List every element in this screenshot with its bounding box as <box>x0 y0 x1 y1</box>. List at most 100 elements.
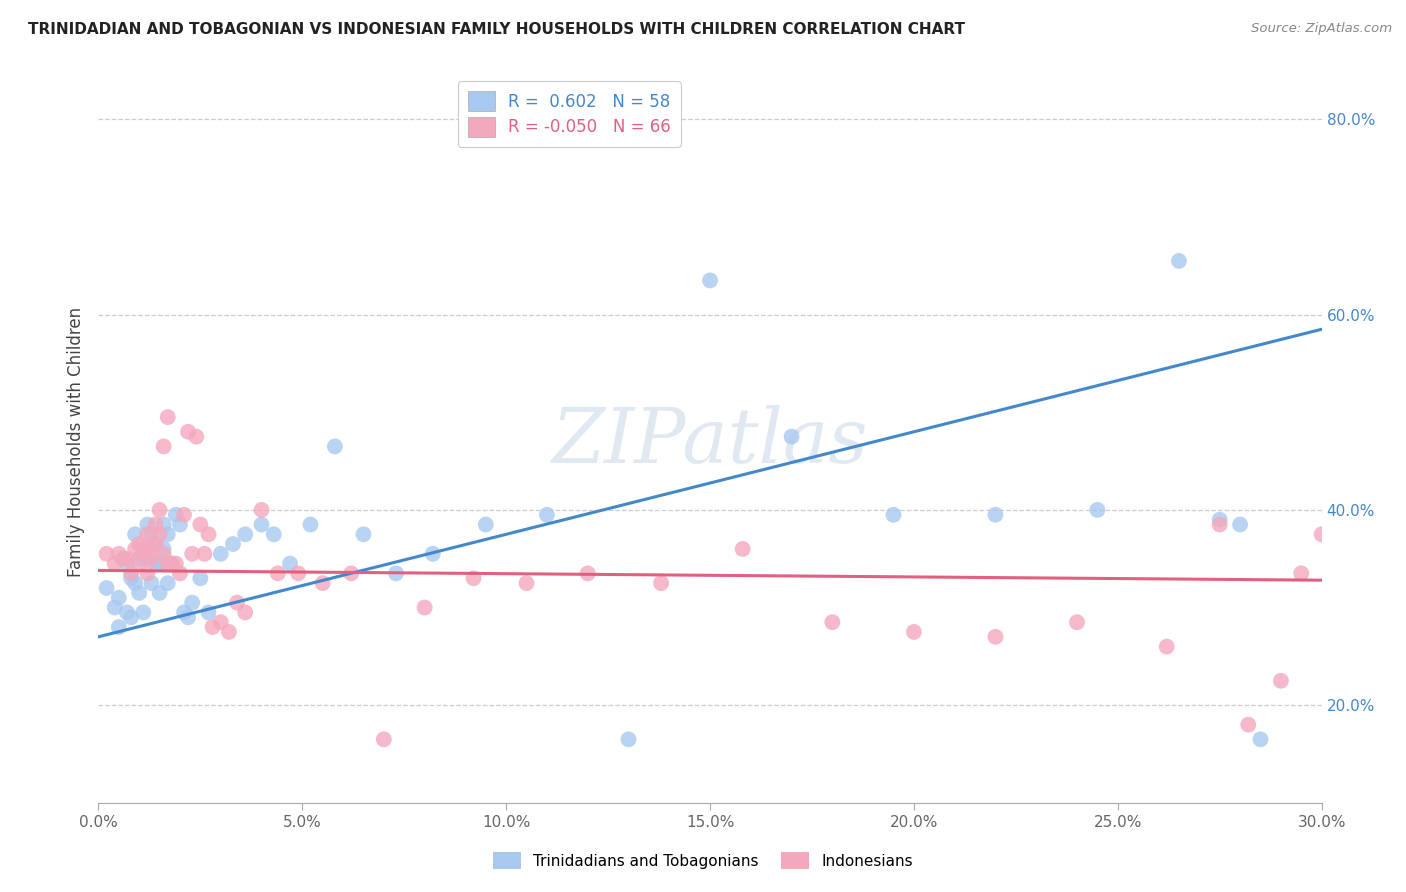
Point <box>312 576 335 591</box>
Point <box>699 273 721 287</box>
Text: TRINIDADIAN AND TOBAGONIAN VS INDONESIAN FAMILY HOUSEHOLDS WITH CHILDREN CORRELA: TRINIDADIAN AND TOBAGONIAN VS INDONESIAN… <box>28 22 965 37</box>
Point <box>197 606 219 620</box>
Point <box>1249 732 1271 747</box>
Point <box>385 566 408 581</box>
Y-axis label: Family Households with Children: Family Households with Children <box>66 307 84 576</box>
Point <box>1310 527 1333 541</box>
Point <box>108 620 131 634</box>
Point <box>145 537 167 551</box>
Point <box>169 517 191 532</box>
Point <box>152 439 174 453</box>
Point <box>1343 723 1365 737</box>
Point <box>177 425 200 439</box>
Point <box>287 566 309 581</box>
Point <box>193 547 215 561</box>
Point <box>111 551 134 566</box>
Point <box>141 541 163 556</box>
Point <box>1085 503 1108 517</box>
Point <box>250 503 273 517</box>
Point <box>250 517 273 532</box>
Point <box>96 547 118 561</box>
Point <box>1167 253 1189 268</box>
Point <box>352 527 374 541</box>
Point <box>115 551 138 566</box>
Point <box>188 571 212 585</box>
Point <box>1384 557 1406 571</box>
Point <box>177 610 200 624</box>
Point <box>186 430 208 444</box>
Point <box>136 517 159 532</box>
Point <box>160 557 183 571</box>
Point <box>149 527 172 541</box>
Point <box>120 566 142 581</box>
Point <box>576 566 599 581</box>
Point <box>145 517 167 532</box>
Point <box>201 620 224 634</box>
Point <box>263 527 285 541</box>
Point <box>463 571 485 585</box>
Point <box>1360 630 1382 644</box>
Point <box>1331 454 1354 468</box>
Point <box>124 527 146 541</box>
Point <box>1270 673 1292 688</box>
Point <box>165 557 187 571</box>
Text: Source: ZipAtlas.com: Source: ZipAtlas.com <box>1251 22 1392 36</box>
Point <box>650 576 672 591</box>
Point <box>136 551 159 566</box>
Point <box>120 610 142 624</box>
Point <box>124 541 146 556</box>
Point <box>152 541 174 556</box>
Point <box>1237 717 1260 731</box>
Point <box>1229 517 1251 532</box>
Point <box>120 571 142 585</box>
Point <box>156 410 179 425</box>
Legend: R =  0.602   N = 58, R = -0.050   N = 66: R = 0.602 N = 58, R = -0.050 N = 66 <box>458 81 681 146</box>
Point <box>156 527 179 541</box>
Point <box>115 557 138 571</box>
Point <box>136 566 159 581</box>
Point <box>209 547 232 561</box>
Point <box>209 615 232 630</box>
Point <box>132 606 155 620</box>
Point <box>124 576 146 591</box>
Point <box>181 596 204 610</box>
Point <box>299 517 322 532</box>
Point <box>152 547 174 561</box>
Point <box>903 624 925 639</box>
Legend: Trinidadians and Tobagonians, Indonesians: Trinidadians and Tobagonians, Indonesian… <box>486 846 920 875</box>
Point <box>780 430 803 444</box>
Point <box>132 541 155 556</box>
Point <box>1156 640 1178 654</box>
Point <box>104 600 127 615</box>
Point <box>233 606 256 620</box>
Point <box>165 508 187 522</box>
Point <box>278 557 301 571</box>
Point <box>149 503 172 517</box>
Point <box>141 576 163 591</box>
Point <box>984 508 1007 522</box>
Point <box>218 624 240 639</box>
Point <box>145 537 167 551</box>
Point <box>128 551 150 566</box>
Point <box>222 537 245 551</box>
Point <box>111 551 134 566</box>
Point <box>536 508 558 522</box>
Point <box>340 566 363 581</box>
Point <box>731 541 754 556</box>
Point <box>516 576 538 591</box>
Point <box>149 586 172 600</box>
Point <box>96 581 118 595</box>
Point <box>128 537 150 551</box>
Point <box>141 527 163 541</box>
Point <box>149 557 172 571</box>
Point <box>197 527 219 541</box>
Point <box>323 439 346 453</box>
Point <box>136 527 159 541</box>
Point <box>226 596 249 610</box>
Point <box>128 586 150 600</box>
Point <box>373 732 395 747</box>
Point <box>1209 517 1232 532</box>
Point <box>132 547 155 561</box>
Point <box>181 547 204 561</box>
Point <box>1066 615 1088 630</box>
